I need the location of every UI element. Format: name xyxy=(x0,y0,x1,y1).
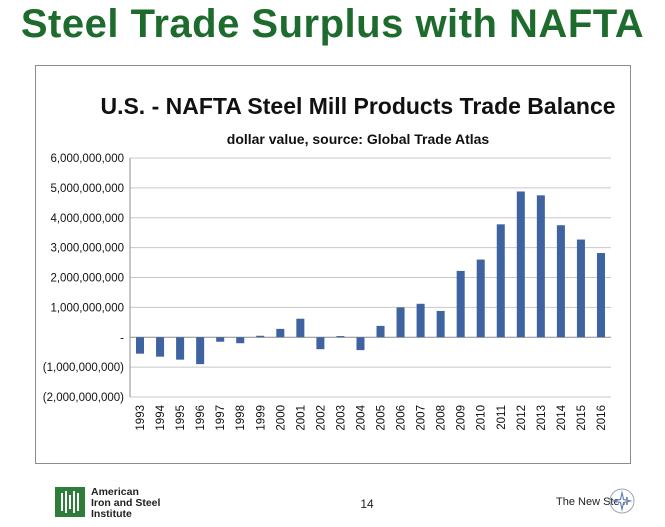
x-tick-label: 2000 xyxy=(275,405,287,431)
footer-org-line: Iron and Steel xyxy=(91,497,161,509)
bar-1999 xyxy=(256,335,265,338)
y-tick-label: 4,000,000,000 xyxy=(50,213,124,225)
x-tick-label: 2011 xyxy=(496,405,508,430)
bar-2001 xyxy=(296,318,305,338)
bar-2014 xyxy=(556,225,565,338)
bar-1996 xyxy=(196,337,205,365)
x-tick-label: 2004 xyxy=(355,404,367,430)
bar-2009 xyxy=(456,270,465,338)
x-tick-label: 1994 xyxy=(155,404,167,430)
footer-org-line: American xyxy=(91,486,139,498)
bar-1997 xyxy=(216,337,225,342)
y-tick-label: (2,000,000,000) xyxy=(43,392,124,404)
footer-org-name: American Iron and Steel Institute xyxy=(91,487,171,520)
x-tick-label: 2005 xyxy=(376,405,388,431)
bar-2005 xyxy=(376,325,385,338)
bar-2011 xyxy=(496,224,505,338)
trade-balance-chart: U.S. - NAFTA Steel Mill Products Trade B… xyxy=(43,93,616,431)
bar-2002 xyxy=(316,337,325,350)
y-tick-label: - xyxy=(120,332,124,344)
x-tick-label: 2012 xyxy=(516,405,528,431)
x-tick-label: 2016 xyxy=(596,405,608,431)
x-tick-label: 2007 xyxy=(416,405,428,431)
y-tick-label: (1,000,000,000) xyxy=(43,362,124,374)
x-tick-label: 1995 xyxy=(175,405,187,431)
bar-1995 xyxy=(176,337,185,360)
bar-2004 xyxy=(356,337,365,351)
x-tick-label: 2010 xyxy=(476,405,488,431)
bar-2008 xyxy=(436,310,445,338)
x-tick-label: 1999 xyxy=(255,405,267,431)
x-tick-label: 2002 xyxy=(315,405,327,431)
bar-1994 xyxy=(156,337,165,357)
bar-1998 xyxy=(236,337,245,344)
footer-org-line: Institute xyxy=(91,508,132,520)
x-tick-label: 1998 xyxy=(235,405,247,431)
x-tick-label: 2015 xyxy=(576,405,588,431)
x-tick-label: 1993 xyxy=(135,405,147,431)
bar-2013 xyxy=(536,195,545,338)
star-icon xyxy=(609,488,635,514)
x-tick-label: 2001 xyxy=(295,405,307,431)
bar-2000 xyxy=(276,328,285,338)
x-tick-label: 2009 xyxy=(456,405,468,431)
x-tick-label: 2008 xyxy=(436,405,448,431)
y-tick-label: 5,000,000,000 xyxy=(50,183,124,195)
slide-title: Steel Trade Surplus with NAFTA xyxy=(20,2,645,46)
y-tick-label: 3,000,000,000 xyxy=(50,243,124,255)
bar-2003 xyxy=(336,336,345,338)
x-tick-label: 2003 xyxy=(335,405,347,431)
chart-subtitle: dollar value, source: Global Trade Atlas xyxy=(227,131,490,147)
bar-2012 xyxy=(516,191,525,338)
chart-title: U.S. - NAFTA Steel Mill Products Trade B… xyxy=(100,93,615,119)
x-tick-label: 1996 xyxy=(195,405,207,431)
bar-2010 xyxy=(476,259,485,338)
y-tick-label: 2,000,000,000 xyxy=(50,273,124,285)
page-number: 14 xyxy=(360,497,374,511)
bar-2007 xyxy=(416,303,425,338)
bar-1993 xyxy=(136,337,145,354)
y-tick-label: 6,000,000,000 xyxy=(50,153,124,165)
bar-2006 xyxy=(396,307,405,338)
x-tick-label: 2014 xyxy=(556,404,568,430)
aisi-logo-icon xyxy=(55,487,85,517)
x-tick-label: 2006 xyxy=(396,405,408,431)
bar-2016 xyxy=(596,253,605,338)
x-tick-label: 2013 xyxy=(536,405,548,431)
bar-2015 xyxy=(576,239,585,338)
chart-frame: U.S. - NAFTA Steel Mill Products Trade B… xyxy=(35,65,631,464)
x-tick-label: 1997 xyxy=(215,405,227,431)
y-tick-label: 1,000,000,000 xyxy=(50,302,124,314)
